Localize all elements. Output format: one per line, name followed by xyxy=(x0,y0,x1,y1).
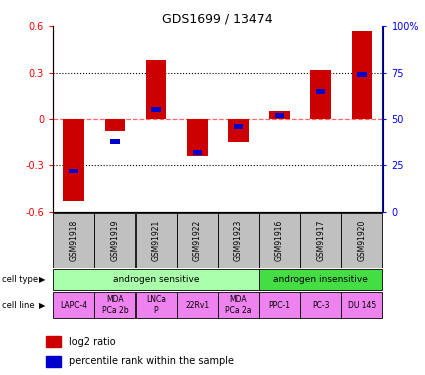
Text: LNCa
P: LNCa P xyxy=(146,296,166,315)
Bar xyxy=(177,292,218,318)
Text: GSM91922: GSM91922 xyxy=(193,220,202,261)
Bar xyxy=(53,292,94,318)
Text: PC-3: PC-3 xyxy=(312,301,329,310)
Text: ▶: ▶ xyxy=(39,275,45,284)
Text: percentile rank within the sample: percentile rank within the sample xyxy=(69,356,234,366)
Text: GSM91916: GSM91916 xyxy=(275,220,284,261)
Bar xyxy=(53,269,259,290)
Text: GSM91920: GSM91920 xyxy=(357,220,366,261)
Bar xyxy=(341,213,382,268)
Text: ▶: ▶ xyxy=(39,301,45,310)
Text: DU 145: DU 145 xyxy=(348,301,376,310)
Text: GSM91919: GSM91919 xyxy=(110,220,119,261)
Text: GSM91918: GSM91918 xyxy=(69,220,78,261)
Bar xyxy=(146,60,166,119)
Text: androgen sensitive: androgen sensitive xyxy=(113,275,199,284)
Text: LAPC-4: LAPC-4 xyxy=(60,301,87,310)
Text: GSM91917: GSM91917 xyxy=(316,220,325,261)
Text: androgen insensitive: androgen insensitive xyxy=(273,275,368,284)
Bar xyxy=(351,31,372,119)
Bar xyxy=(193,150,202,155)
Bar xyxy=(259,292,300,318)
Bar xyxy=(46,336,61,347)
Bar xyxy=(53,213,94,268)
Bar xyxy=(63,119,84,201)
Bar xyxy=(110,139,119,144)
Text: MDA
PCa 2b: MDA PCa 2b xyxy=(102,296,128,315)
Text: PPC-1: PPC-1 xyxy=(269,301,291,310)
Bar xyxy=(310,70,331,119)
Text: GSM91923: GSM91923 xyxy=(234,220,243,261)
Bar xyxy=(234,124,243,129)
Bar xyxy=(218,292,259,318)
Text: cell type: cell type xyxy=(2,275,38,284)
Bar xyxy=(94,213,136,268)
Title: GDS1699 / 13474: GDS1699 / 13474 xyxy=(162,12,273,25)
Text: cell line: cell line xyxy=(2,301,35,310)
Bar xyxy=(187,119,207,156)
Bar xyxy=(275,113,284,118)
Bar xyxy=(218,213,259,268)
Text: MDA
PCa 2a: MDA PCa 2a xyxy=(225,296,252,315)
Text: 22Rv1: 22Rv1 xyxy=(185,301,209,310)
Bar xyxy=(341,292,382,318)
Bar xyxy=(46,356,61,367)
Bar xyxy=(357,72,366,77)
Bar xyxy=(177,213,218,268)
Bar xyxy=(259,269,382,290)
Bar xyxy=(105,119,125,132)
Bar xyxy=(316,89,326,93)
Bar xyxy=(228,119,249,142)
Text: log2 ratio: log2 ratio xyxy=(69,336,115,346)
Bar xyxy=(69,169,78,173)
Bar xyxy=(136,213,177,268)
Bar xyxy=(300,213,341,268)
Bar xyxy=(94,292,136,318)
Text: GSM91921: GSM91921 xyxy=(152,220,161,261)
Bar xyxy=(259,213,300,268)
Bar xyxy=(300,292,341,318)
Bar xyxy=(269,111,290,119)
Bar xyxy=(136,292,177,318)
Bar xyxy=(151,108,161,112)
